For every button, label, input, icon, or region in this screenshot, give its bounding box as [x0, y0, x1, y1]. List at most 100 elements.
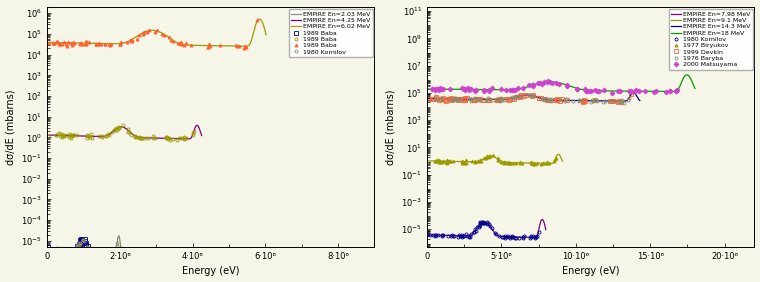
1989 Baba	[140, 30, 149, 33]
EMPIRE En=7.98 MeV	[468, 232, 477, 235]
1980 Kornilov	[505, 237, 514, 240]
EMPIRE En=9.1 MeV	[540, 162, 549, 165]
EMPIRE En=18 MeV	[690, 87, 699, 90]
1980 Kornilov	[483, 220, 492, 223]
EMPIRE En=18 MeV	[682, 73, 692, 76]
1989 Baba	[75, 242, 84, 245]
1999 Devkin	[626, 92, 635, 96]
1980 Kornilov	[85, 248, 94, 251]
EMPIRE En=2.03 MeV	[55, 248, 65, 252]
EMPIRE En=2.03 MeV	[115, 236, 124, 239]
1980 Kornilov	[89, 248, 98, 252]
Line: EMPIRE En=7.98 MeV: EMPIRE En=7.98 MeV	[427, 219, 546, 237]
Line: EMPIRE En=2.03 MeV: EMPIRE En=2.03 MeV	[47, 236, 121, 253]
1980 Kornilov	[78, 238, 87, 241]
1989 Baba	[43, 246, 52, 249]
EMPIRE En=18 MeV	[453, 88, 462, 91]
Line: EMPIRE En=4.25 MeV: EMPIRE En=4.25 MeV	[47, 125, 201, 139]
EMPIRE En=7.98 MeV	[537, 218, 546, 221]
EMPIRE En=18 MeV	[537, 81, 546, 84]
1989 Baba	[107, 251, 116, 255]
EMPIRE En=6.02 MeV	[255, 17, 264, 21]
1976 Baryba	[508, 96, 517, 100]
1980 Kornilov	[423, 232, 432, 235]
EMPIRE En=9.1 MeV	[556, 154, 565, 157]
EMPIRE En=6.02 MeV	[258, 20, 267, 23]
1989 Baba	[82, 243, 91, 247]
EMPIRE En=14.3 MeV	[619, 100, 628, 103]
1999 Devkin	[423, 98, 432, 101]
EMPIRE En=14.3 MeV	[513, 95, 522, 98]
EMPIRE En=4.25 MeV	[43, 133, 52, 137]
Legend: EMPIRE En=7.98 MeV, EMPIRE En=9.1 MeV, EMPIRE En=14.3 MeV, EMPIRE En=18 MeV, 198: EMPIRE En=7.98 MeV, EMPIRE En=9.1 MeV, E…	[669, 9, 752, 70]
1989 Baba	[166, 138, 175, 141]
1977 Biryukov	[530, 162, 540, 166]
EMPIRE En=7.98 MeV	[443, 234, 452, 237]
1989 Baba	[108, 130, 117, 133]
1989 Baba	[252, 19, 261, 22]
1976 Baryba	[619, 101, 629, 104]
EMPIRE En=4.25 MeV	[197, 134, 206, 137]
EMPIRE En=18 MeV	[423, 87, 432, 91]
1980 Kornilov	[112, 241, 122, 244]
1989 Baba	[94, 253, 103, 256]
1977 Biryukov	[423, 160, 432, 164]
1989 Baba	[119, 123, 128, 127]
EMPIRE En=9.1 MeV	[438, 160, 447, 163]
1980 Kornilov	[72, 246, 81, 249]
EMPIRE En=4.25 MeV	[183, 137, 192, 140]
1980 Kornilov	[526, 235, 535, 239]
EMPIRE En=2.03 MeV	[116, 246, 125, 250]
EMPIRE En=14.3 MeV	[632, 93, 641, 96]
1989 Baba	[131, 136, 140, 139]
1976 Baryba	[625, 96, 634, 100]
EMPIRE En=9.1 MeV	[474, 159, 483, 163]
1980 Kornilov	[491, 232, 500, 236]
EMPIRE En=2.03 MeV	[107, 251, 116, 255]
1980 Kornilov	[485, 224, 494, 228]
Line: EMPIRE En=6.02 MeV: EMPIRE En=6.02 MeV	[47, 19, 266, 46]
EMPIRE En=4.25 MeV	[109, 129, 118, 133]
EMPIRE En=7.98 MeV	[541, 228, 550, 232]
1980 Kornilov	[84, 247, 93, 251]
EMPIRE En=2.03 MeV	[43, 248, 52, 251]
Legend: EMPIRE En=2.03 MeV, EMPIRE En=4.25 MeV, EMPIRE En=6.02 MeV, 1989 Baba, 1989 Baba: EMPIRE En=2.03 MeV, EMPIRE En=4.25 MeV, …	[289, 9, 372, 57]
EMPIRE En=14.3 MeV	[608, 99, 617, 103]
1989 Baba	[150, 30, 160, 34]
EMPIRE En=9.1 MeV	[446, 160, 455, 163]
1989 Baba	[176, 137, 185, 140]
1989 Baba	[137, 136, 146, 139]
1999 Devkin	[527, 95, 537, 98]
2000 Matsuyama	[572, 87, 581, 91]
1999 Devkin	[517, 94, 526, 97]
1989 Baba	[127, 133, 136, 137]
1989 Baba	[43, 135, 52, 138]
2000 Matsuyama	[562, 84, 572, 87]
1976 Baryba	[541, 98, 550, 101]
1980 Kornilov	[484, 223, 493, 226]
1989 Baba	[44, 42, 53, 45]
1989 Baba	[189, 129, 198, 132]
EMPIRE En=9.1 MeV	[546, 162, 555, 165]
1977 Biryukov	[480, 157, 489, 160]
1976 Baryba	[610, 99, 619, 102]
1980 Kornilov	[534, 230, 543, 233]
EMPIRE En=9.1 MeV	[480, 156, 489, 160]
2000 Matsuyama	[555, 82, 564, 85]
EMPIRE En=4.25 MeV	[102, 134, 111, 137]
1999 Devkin	[613, 100, 622, 104]
1989 Baba	[239, 46, 248, 50]
EMPIRE En=7.98 MeV	[436, 233, 445, 237]
EMPIRE En=7.98 MeV	[526, 236, 535, 239]
EMPIRE En=4.25 MeV	[61, 134, 70, 137]
Y-axis label: dσ/dE (mbarns): dσ/dE (mbarns)	[5, 89, 15, 165]
EMPIRE En=4.25 MeV	[70, 134, 79, 138]
1976 Baryba	[526, 93, 535, 97]
1977 Biryukov	[551, 156, 560, 160]
1999 Devkin	[511, 96, 521, 99]
EMPIRE En=7.98 MeV	[473, 225, 483, 228]
Line: 1976 Baryba: 1976 Baryba	[433, 93, 631, 104]
EMPIRE En=14.3 MeV	[504, 97, 513, 101]
2000 Matsuyama	[607, 91, 616, 94]
EMPIRE En=9.1 MeV	[558, 159, 567, 163]
